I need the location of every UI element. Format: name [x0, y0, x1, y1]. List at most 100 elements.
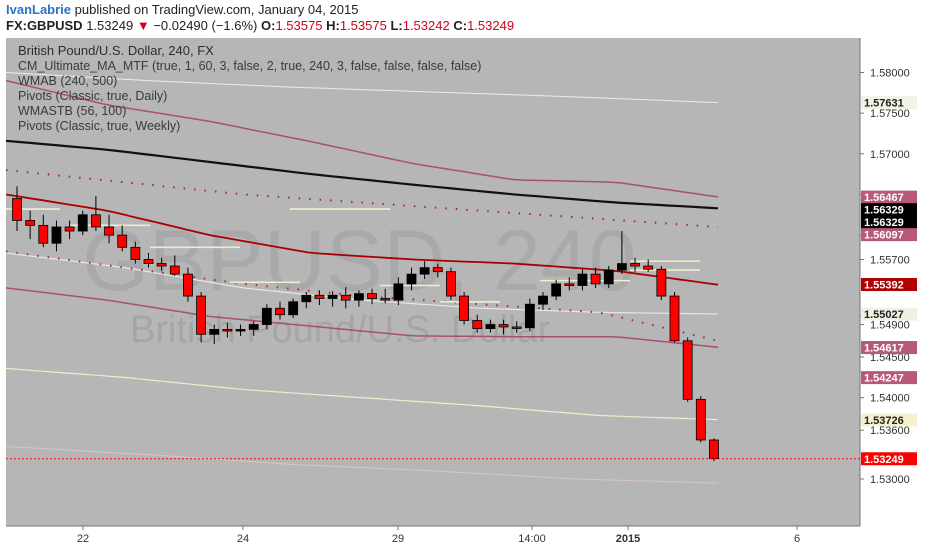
- high-value: 1.53575: [339, 18, 387, 33]
- price-tag-label: 1.56329: [864, 205, 904, 217]
- candle: [498, 324, 509, 328]
- candle: [25, 220, 36, 226]
- candle: [393, 283, 404, 301]
- candle: [551, 283, 562, 297]
- candle: [51, 226, 62, 244]
- time-tick-label: 2015: [616, 533, 640, 545]
- price-tick-label: 1.53600: [870, 425, 910, 437]
- price-tag-label: 1.56329: [864, 217, 904, 229]
- price-tick-label: 1.58000: [870, 68, 910, 80]
- candle: [656, 268, 667, 297]
- candle: [12, 198, 22, 221]
- candle: [682, 340, 693, 400]
- time-tick-label: 24: [237, 533, 249, 545]
- candle: [524, 303, 535, 329]
- band-cream-line: [5, 367, 719, 421]
- candle: [301, 294, 312, 303]
- low-value: 1.53242: [402, 18, 450, 33]
- candle: [314, 294, 325, 299]
- candle: [432, 267, 443, 273]
- price-tag-label: 1.53726: [864, 415, 904, 427]
- price-chart[interactable]: GBPUSD, 240 British Pound/U.S. Dollar Br…: [0, 36, 932, 550]
- band-lower-line: [5, 446, 719, 484]
- price-tick-label: 1.54900: [870, 320, 910, 332]
- open-value: 1.53575: [275, 18, 323, 33]
- price-tag-label: 1.55027: [864, 309, 904, 321]
- legend-wmastb[interactable]: WMASTB (56, 100): [18, 104, 126, 118]
- price-tag: [861, 95, 917, 109]
- candle: [353, 293, 364, 301]
- ma-black-line: [5, 139, 719, 210]
- candle: [577, 273, 588, 286]
- price-tag: [861, 215, 917, 229]
- published-text: published on TradingView.com, January 04…: [74, 2, 359, 17]
- low-label: L:: [390, 18, 403, 33]
- price-tag: [861, 228, 917, 242]
- candle: [472, 320, 483, 329]
- price-tag-label: 1.53249: [864, 454, 904, 466]
- down-triangle-icon: ▼: [136, 18, 150, 33]
- candle: [156, 263, 167, 267]
- dotted-upper-line: [5, 169, 719, 228]
- candle: [209, 329, 220, 335]
- candle: [196, 295, 207, 335]
- candle: [617, 263, 627, 271]
- ma-red-line: [5, 193, 719, 286]
- candle: [630, 263, 640, 267]
- legend-pivots-weekly[interactable]: Pivots (Classic, true, Weekly): [18, 119, 180, 133]
- price-tag-label: 1.57631: [864, 97, 904, 109]
- price-tag-label: 1.54247: [864, 373, 904, 385]
- close-label: C:: [453, 18, 468, 33]
- price-tag-label: 1.54617: [864, 343, 904, 355]
- candle: [367, 293, 377, 299]
- candles-group: [12, 186, 719, 462]
- candle: [183, 273, 193, 297]
- candle: [288, 301, 299, 316]
- envelope-lower-line: [5, 287, 719, 349]
- candle: [603, 269, 614, 285]
- last-price: 1.53249: [86, 18, 134, 33]
- candle: [77, 214, 88, 232]
- candle: [235, 329, 246, 332]
- legend-wmab[interactable]: WMAB (240, 500): [18, 74, 117, 88]
- candle: [446, 271, 456, 297]
- time-axis-ticks: 22 24 29 14:00 2015 6: [77, 526, 800, 545]
- price-tag: [861, 341, 917, 355]
- indicator-lines: [5, 72, 719, 484]
- candle: [709, 439, 719, 460]
- candle: [340, 294, 351, 301]
- candle: [91, 214, 101, 228]
- price-change: −0.02490 (−1.6%): [153, 18, 258, 33]
- time-tick-label: 22: [77, 533, 89, 545]
- price-tag-label: 1.56467: [864, 192, 904, 204]
- legend-cm-ultimate-ma[interactable]: CM_Ultimate_MA_MTF (true, 1, 60, 3, fals…: [18, 59, 481, 73]
- price-tag-label: 1.55392: [864, 280, 904, 292]
- publish-line: IvanLabrie published on TradingView.com,…: [6, 2, 358, 17]
- price-tag: [861, 278, 917, 292]
- candle: [130, 246, 141, 260]
- candle: [64, 226, 75, 232]
- band-top-line: [5, 72, 719, 104]
- author-link[interactable]: IvanLabrie: [6, 2, 72, 17]
- candle: [222, 329, 233, 332]
- candle: [406, 273, 417, 285]
- candle: [38, 224, 49, 244]
- price-tick-label: 1.54500: [870, 352, 910, 364]
- legend-pivots-daily[interactable]: Pivots (Classic, true, Daily): [18, 89, 167, 103]
- candle: [275, 307, 285, 316]
- price-tag: [861, 307, 917, 321]
- symbol-label[interactable]: FX:GBPUSD: [6, 18, 83, 33]
- legend-symbol[interactable]: British Pound/U.S. Dollar, 240, FX: [18, 43, 214, 58]
- candle: [459, 295, 470, 321]
- candle: [261, 307, 272, 325]
- candle: [643, 265, 654, 270]
- price-tag: [861, 190, 917, 204]
- price-tag: [861, 452, 917, 466]
- candle: [564, 283, 575, 286]
- candle: [419, 267, 430, 275]
- candle: [485, 324, 496, 329]
- candle: [695, 398, 706, 441]
- time-tick-label: 14:00: [518, 533, 546, 545]
- close-value: 1.53249: [467, 18, 515, 33]
- candle: [380, 298, 391, 301]
